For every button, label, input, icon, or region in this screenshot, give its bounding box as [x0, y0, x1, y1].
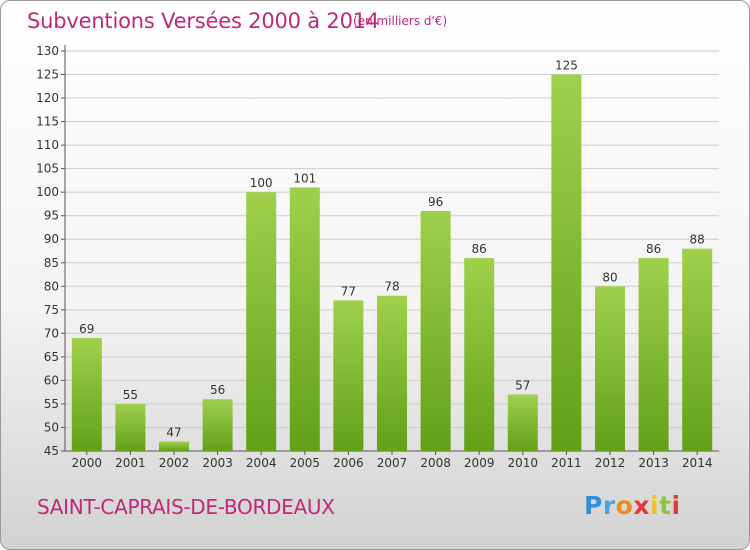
bar-chart: 45 50 55 60 65 70 75 80 85 90 95 100 105 110 115 120 125…	[36, 44, 719, 470]
x-tick-label: 2009	[464, 456, 495, 470]
data-label: 80	[602, 270, 617, 284]
x-tick-label: 2001	[115, 456, 146, 470]
bar	[202, 399, 233, 451]
x-tick-label: 2013	[638, 456, 669, 470]
data-label: 69	[79, 322, 94, 336]
logo-letter: P	[584, 491, 603, 520]
x-tick-label: 2000	[72, 456, 103, 470]
y-tick-label: 105	[36, 162, 59, 176]
y-tick-label: 130	[36, 44, 59, 58]
x-tick-labels: 2000 2001 2002 2003 2004 2005 2006 2007 2008 2009…	[72, 456, 713, 470]
x-tick-label: 2008	[420, 456, 451, 470]
y-tick-label: 45	[44, 444, 59, 458]
y-tick-label: 110	[36, 138, 59, 152]
data-label: 56	[210, 383, 225, 397]
data-label: 86	[472, 242, 487, 256]
commune-name: SAINT-CAPRAIS-DE-BORDEAUX	[37, 495, 335, 519]
data-label: 96	[428, 195, 443, 209]
y-tick-label: 65	[44, 350, 59, 364]
y-tick-label: 100	[36, 185, 59, 199]
logo-letter: o	[615, 491, 634, 520]
x-tick-label: 2003	[202, 456, 233, 470]
bars	[71, 74, 713, 452]
y-tick-label: 50	[44, 420, 59, 434]
y-tick-label: 95	[44, 209, 59, 223]
data-label: 78	[384, 280, 399, 294]
y-tick-label: 75	[44, 303, 59, 317]
chart-title: Subventions Versées 2000 à 2014	[27, 9, 380, 33]
bar	[464, 258, 495, 451]
data-label: 125	[555, 59, 578, 73]
x-tick-label: 2005	[290, 456, 321, 470]
bar	[638, 258, 669, 451]
x-tick-label: 2007	[377, 456, 408, 470]
y-tick-label: 55	[44, 397, 59, 411]
y-tick-label: 85	[44, 256, 59, 270]
data-label: 86	[646, 242, 661, 256]
y-tick-label: 70	[44, 326, 59, 340]
x-tick-label: 2002	[159, 456, 190, 470]
x-tick-label: 2012	[595, 456, 626, 470]
data-label: 100	[250, 176, 273, 190]
logo-letter: i	[671, 491, 681, 520]
y-tick-label: 60	[44, 373, 59, 387]
data-label: 55	[123, 388, 138, 402]
bar	[71, 338, 102, 451]
y-tick-label: 120	[36, 91, 59, 105]
data-label: 88	[690, 233, 705, 247]
x-tick-label: 2006	[333, 456, 364, 470]
unit-note: (en milliers d'€)	[353, 14, 448, 28]
bar	[377, 295, 407, 451]
bar	[551, 74, 582, 451]
data-label: 101	[293, 171, 316, 185]
y-tick-label: 80	[44, 279, 59, 293]
bar	[595, 286, 625, 451]
bar	[115, 403, 146, 451]
logo-letter: i	[650, 491, 660, 520]
logo-letter: r	[602, 491, 616, 520]
bar	[333, 300, 364, 451]
proxiti-logo: Proxiti	[584, 491, 681, 520]
x-tick-label: 2004	[246, 456, 277, 470]
y-tick-label: 125	[36, 68, 59, 82]
bar	[420, 211, 451, 451]
data-label: 57	[515, 379, 530, 393]
logo-letter: x	[633, 491, 650, 520]
logo-letter: t	[659, 491, 672, 520]
x-tick-label: 2010	[508, 456, 539, 470]
data-labels: 69 55 47 56 100 101 77 78 96 86 57 125 80 86 88	[79, 59, 705, 440]
y-tick-label: 90	[44, 232, 59, 246]
bar	[507, 394, 538, 451]
bar	[682, 248, 713, 451]
y-tick-label: 115	[36, 115, 59, 129]
y-tick-labels: 45 50 55 60 65 70 75 80 85 90 95 100 105 110 115 120 125…	[36, 44, 59, 458]
data-label: 47	[166, 426, 181, 440]
bar	[246, 192, 277, 452]
data-label: 77	[341, 284, 356, 298]
bar	[159, 441, 189, 451]
x-tick-label: 2011	[551, 456, 582, 470]
bar	[289, 187, 320, 451]
x-tick-label: 2014	[682, 456, 713, 470]
